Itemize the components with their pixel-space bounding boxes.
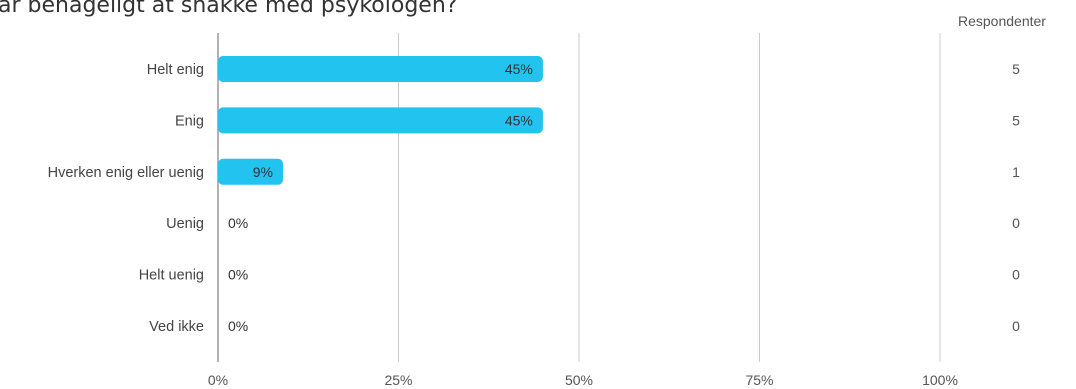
bar-value-label: 45% (505, 112, 533, 128)
x-tick-label: 0% (208, 372, 228, 388)
bar-value-label: 0% (228, 267, 248, 283)
respondent-count: 0 (1012, 215, 1020, 231)
bar (218, 107, 543, 134)
category-label: Helt uenig (139, 268, 204, 284)
category-label: Uenig (166, 216, 204, 232)
respondent-count: 5 (1012, 112, 1020, 128)
respondent-count: 5 (1012, 61, 1020, 77)
bar-value-label: 0% (228, 215, 248, 231)
category-label: Hverken enig eller uenig (48, 165, 204, 181)
bar-value-label: 9% (253, 164, 273, 180)
respondent-count: 1 (1012, 164, 1020, 180)
bar (218, 56, 543, 82)
chart-title: ar behageligt at snakke med psykologen? (0, 0, 458, 18)
category-label: Helt enig (147, 62, 204, 78)
respondents-header: Respondenter (958, 13, 1046, 29)
category-label: Enig (175, 113, 204, 129)
x-tick-label: 25% (384, 372, 412, 388)
x-tick-label: 75% (745, 372, 773, 388)
respondent-count: 0 (1012, 318, 1020, 334)
bar (218, 158, 283, 185)
x-tick-label: 50% (565, 372, 593, 388)
bar-value-label: 45% (505, 61, 533, 77)
respondent-count: 0 (1012, 267, 1020, 283)
bar-value-label: 0% (228, 318, 248, 334)
category-label: Ved ikke (149, 319, 204, 335)
x-tick-label: 100% (922, 372, 958, 388)
